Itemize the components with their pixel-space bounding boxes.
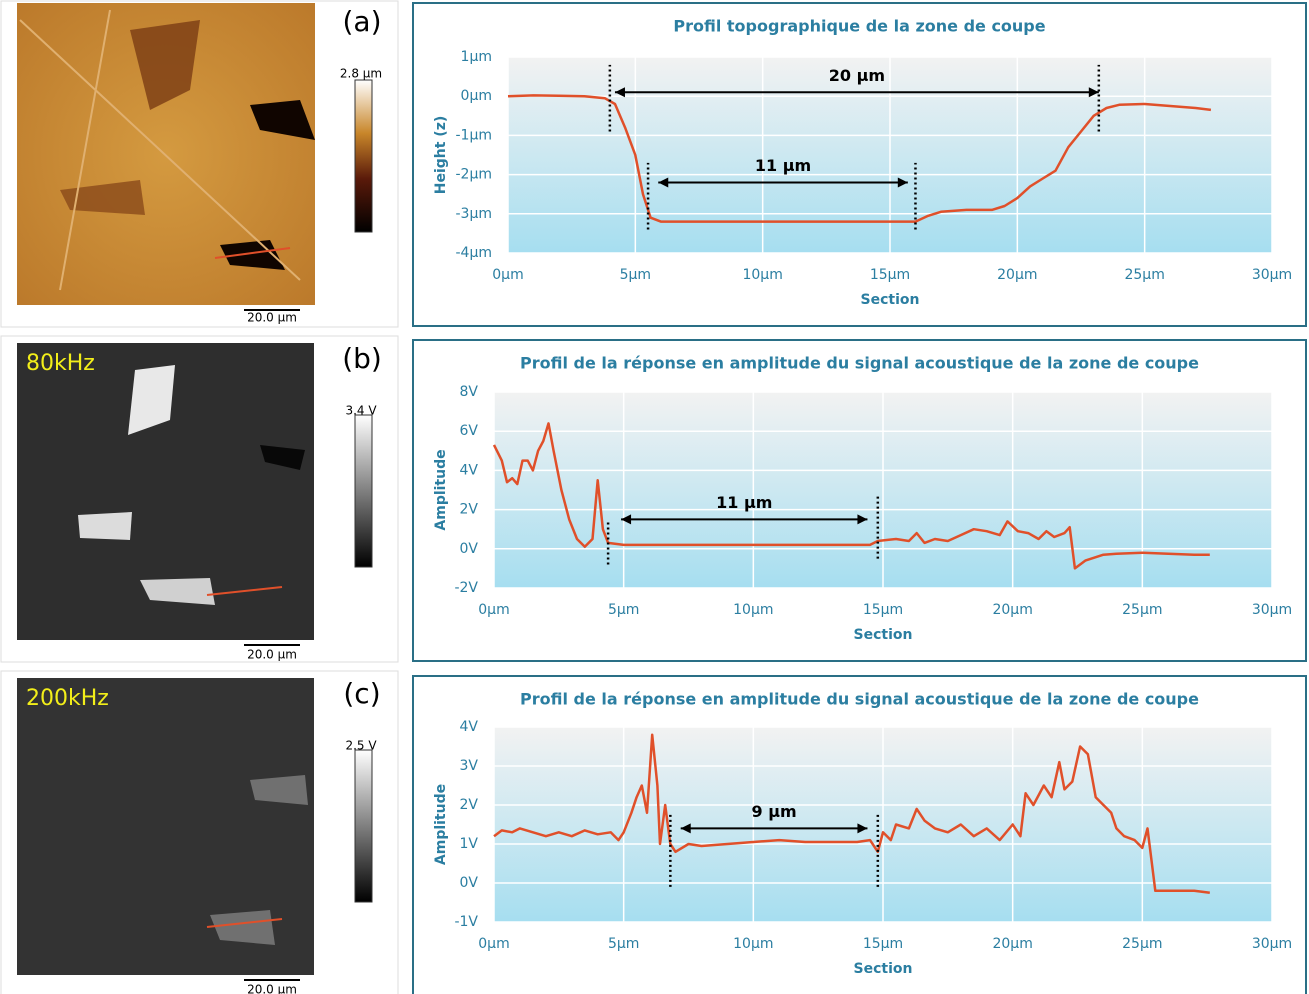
image-feature (260, 445, 305, 470)
section-line (206, 586, 283, 596)
y-tick-label: -2µm (455, 167, 492, 183)
chart: Profil de la réponse en amplitude du sig… (433, 354, 1292, 644)
y-tick-label: -3µm (455, 206, 492, 222)
y-tick-label: 0V (460, 541, 479, 557)
image-feature (78, 512, 132, 540)
chart: Profil de la réponse en amplitude du sig… (433, 690, 1292, 978)
chart: Profil topographique de la zone de coupe… (433, 17, 1292, 309)
x-tick-label: 15µm (863, 602, 903, 618)
image-feature (250, 775, 308, 805)
dimension-label: 11 µm (755, 156, 811, 175)
x-tick-label: 5µm (620, 267, 651, 283)
image-feature (210, 910, 275, 945)
x-axis-label: Section (854, 627, 913, 643)
x-tick-label: 30µm (1252, 936, 1292, 952)
y-tick-label: 8V (460, 384, 479, 400)
arrow-head (680, 823, 691, 834)
x-tick-label: 20µm (992, 602, 1032, 618)
x-tick-label: 0µm (478, 602, 509, 618)
section-line (206, 918, 283, 928)
y-tick-label: 0V (460, 875, 479, 891)
x-tick-label: 20µm (997, 267, 1037, 283)
arrow-head (1088, 87, 1099, 98)
image-feature (130, 20, 200, 110)
y-tick-label: 3V (460, 758, 479, 774)
x-tick-label: 15µm (870, 267, 910, 283)
x-tick-label: 0µm (492, 267, 523, 283)
arrow-head (897, 177, 908, 188)
image-feature (140, 578, 215, 605)
colorbar-max: 3.4 V (345, 404, 377, 418)
frequency-label: 80kHz (26, 351, 95, 376)
x-tick-label: 30µm (1252, 602, 1292, 618)
x-axis-label: Section (854, 961, 913, 977)
y-tick-label: 2V (460, 797, 479, 813)
scale-bar-label: 20.0 µm (247, 648, 297, 662)
dimension-label: 9 µm (752, 802, 797, 821)
chart-title: Profil de la réponse en amplitude du sig… (520, 354, 1199, 373)
x-tick-label: 10µm (742, 267, 782, 283)
image-feature (60, 180, 145, 215)
panel-label: (c) (343, 677, 380, 710)
y-tick-label: 4V (460, 719, 479, 735)
dimension-label: 11 µm (716, 493, 772, 512)
arrow-head (857, 514, 868, 525)
panel-frame (0, 335, 399, 663)
section-line (214, 247, 291, 259)
y-axis-label: Amplitude (433, 784, 449, 865)
y-tick-label: -1µm (455, 127, 492, 143)
data-line (492, 422, 1210, 570)
x-tick-label: 5µm (608, 936, 639, 952)
x-tick-label: 10µm (733, 936, 773, 952)
arrow-head (658, 177, 669, 188)
dimension-label: 20 µm (829, 66, 885, 85)
y-axis-label: Height (z) (433, 116, 449, 195)
y-tick-label: -4µm (455, 245, 492, 261)
y-tick-label: -1V (454, 914, 478, 930)
colorbar (354, 414, 373, 568)
frequency-label: 200kHz (26, 686, 109, 711)
x-tick-label: 25µm (1122, 936, 1162, 952)
panel-frame (0, 0, 399, 328)
panel-frame (0, 670, 399, 994)
arrow-head (621, 514, 632, 525)
y-tick-label: 6V (460, 423, 479, 439)
x-tick-label: 30µm (1252, 267, 1292, 283)
image-feature (250, 100, 315, 140)
image-scratch (19, 19, 301, 281)
x-tick-label: 25µm (1124, 267, 1164, 283)
x-tick-label: 15µm (863, 936, 903, 952)
colorbar (354, 79, 373, 233)
x-tick-label: 25µm (1122, 602, 1162, 618)
x-tick-label: 0µm (478, 936, 509, 952)
arrow-head (614, 87, 625, 98)
scale-bar-label: 20.0 µm (247, 983, 297, 994)
x-tick-label: 10µm (733, 602, 773, 618)
data-line (507, 94, 1212, 223)
colorbar (354, 749, 373, 903)
chart-title: Profil topographique de la zone de coupe (673, 17, 1045, 36)
panel-label: (b) (342, 342, 382, 375)
y-tick-label: 2V (460, 502, 479, 518)
y-axis-label: Amplitude (433, 449, 449, 530)
data-line (493, 733, 1210, 895)
x-tick-label: 20µm (992, 936, 1032, 952)
image-feature (128, 365, 175, 435)
y-tick-label: -2V (454, 580, 478, 596)
colorbar-max: 2.8 µm (340, 67, 382, 81)
panel-label: (a) (342, 5, 381, 38)
image-scratch (59, 9, 111, 291)
image-feature (220, 240, 285, 270)
y-tick-label: 1µm (461, 49, 492, 65)
colorbar-max: 2.5 V (345, 739, 377, 753)
x-tick-label: 5µm (608, 602, 639, 618)
chart-title: Profil de la réponse en amplitude du sig… (520, 690, 1199, 709)
arrow-head (857, 823, 868, 834)
scale-bar-label: 20.0 µm (247, 311, 297, 325)
y-tick-label: 0µm (461, 88, 492, 104)
y-tick-label: 4V (460, 462, 479, 478)
y-tick-label: 1V (460, 836, 479, 852)
x-axis-label: Section (861, 292, 920, 308)
